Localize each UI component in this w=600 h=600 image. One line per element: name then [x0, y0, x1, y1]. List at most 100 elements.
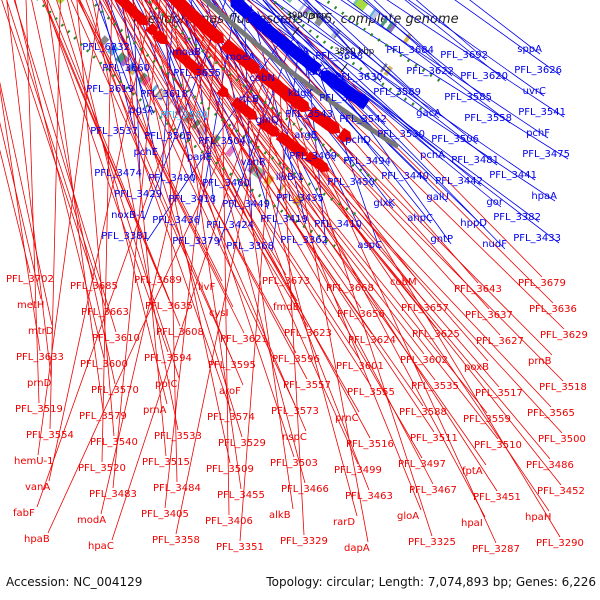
forward-gene-label: PFL_3474: [94, 168, 142, 179]
forward-gene-label: ahpC: [407, 213, 433, 224]
reverse-gene-label: PFL_3329: [280, 536, 328, 547]
reverse-gene-label: gloA: [397, 511, 419, 522]
forward-leader-line: [362, 0, 491, 103]
forward-gene-label: PFL_6232: [82, 42, 130, 53]
forward-gene-label: moaB: [172, 47, 201, 58]
forward-gene-label: PFL_3368: [226, 241, 274, 252]
forward-leader-line: [257, 11, 361, 230]
feature-block: [314, 14, 326, 27]
reverse-leader-line: [291, 105, 433, 537]
reverse-leader-line: [92, 0, 179, 431]
reverse-leader-line: [229, 0, 479, 284]
feature-block: [263, 174, 275, 187]
forward-gene-label: PFL_3684: [386, 45, 434, 56]
reverse-leader-line: [6, 0, 106, 307]
reverse-gene-label: PFL_3500: [538, 434, 586, 445]
reverse-gene-label: PFL_3588: [399, 407, 447, 418]
reverse-gene-label: PFL_3406: [205, 516, 253, 527]
reverse-leader-line: [48, 0, 154, 482]
forward-leader-line: [346, 0, 511, 124]
forward-leader-line: [143, 0, 227, 221]
reverse-leader-line: [101, 0, 113, 463]
feature-block: [115, 52, 127, 64]
reverse-gene-label: PFL_3579: [79, 411, 127, 422]
reverse-gene-label: PFL_3518: [539, 382, 587, 393]
feature-block: [403, 32, 413, 44]
reverse-gene-label: PFL_3452: [537, 486, 585, 497]
forward-leader-line: [262, 0, 444, 161]
forward-gene-label: PFL_3449: [222, 199, 270, 210]
forward-gene-arrow: [246, 11, 262, 27]
forward-gene-label: PFL_3419: [260, 214, 308, 225]
feature-block: [380, 16, 389, 27]
reverse-gene-label: PFL_3689: [134, 275, 182, 286]
reverse-gene-label: rarD: [333, 517, 355, 528]
reverse-leader-line: [36, 34, 206, 508]
forward-gene-label: pchD: [345, 135, 371, 146]
forward-gene-label: PFL_3410: [314, 219, 362, 230]
reverse-leader-line: [198, 28, 562, 486]
reverse-gene-label: PFL_3555: [347, 387, 395, 398]
reverse-leader-line: [100, 39, 211, 515]
forward-leader-line: [95, 0, 133, 95]
forward-gene-label: PFL_3418: [168, 194, 216, 205]
feature-block: [56, 0, 65, 5]
reverse-leader-line: [104, 0, 296, 406]
forward-leader-line: [120, 0, 157, 158]
forward-gene-label: glnQ: [256, 115, 279, 126]
dotted-guide-ring: [36, 0, 336, 248]
reverse-gene-label: fabF: [13, 508, 35, 519]
reverse-leader-line: [232, 58, 358, 517]
forward-gene-label: PFL_3530: [377, 129, 425, 140]
reverse-leader-line: [112, 0, 161, 489]
forward-gene-label: sppA: [517, 44, 542, 55]
forward-gene-label: PFL_3655: [173, 68, 221, 79]
reverse-gene-label: PFL_3656: [337, 309, 385, 320]
reverse-gene-label: PFL_3633: [16, 352, 64, 363]
forward-gene-label: PFL_3505: [144, 131, 192, 142]
kbp-tick: [340, 63, 348, 73]
topology-summary: Topology: circular; Length: 7,074,893 bp…: [265, 575, 596, 589]
forward-leader-line: [271, 0, 536, 181]
reverse-gene-label: PFL_3455: [217, 490, 265, 501]
reverse-gene-label: PFL_3520: [78, 463, 126, 474]
reverse-leader-line: [42, 0, 159, 275]
reverse-gene-label: PFL_3511: [410, 433, 458, 444]
reverse-gene-label: PFL_3602: [400, 355, 448, 366]
feature-block: [166, 97, 175, 108]
reverse-gene-label: PFL_3287: [472, 544, 520, 555]
reverse-gene-label: PFL_3503: [270, 458, 318, 469]
reverse-gene-label: livF: [198, 282, 215, 293]
forward-gene-label: gntP: [430, 234, 453, 245]
reverse-leader-line: [1, 0, 95, 281]
reverse-leader-line: [171, 3, 242, 490]
reverse-gene-label: PFL_3499: [334, 465, 382, 476]
reverse-gene-label: PFL_3625: [412, 329, 460, 340]
forward-gene-label: uvrC: [523, 86, 546, 97]
forward-leader-line: [214, 0, 274, 84]
forward-leader-line: [282, 0, 498, 166]
reverse-leader-line: [167, 0, 552, 408]
reverse-gene-arrow: [114, 0, 124, 3]
reverse-leader-line: [0, 81, 53, 326]
reverse-gene-label: cobM: [390, 277, 417, 288]
reverse-gene-arrow: [304, 151, 319, 165]
feature-block: [358, 0, 369, 12]
forward-gene-label: fabG: [305, 67, 329, 78]
reverse-leader-line: [239, 91, 275, 542]
reverse-leader-line: [0, 121, 42, 300]
reverse-gene-arrow: [145, 22, 159, 36]
reverse-leader-line: [14, 0, 105, 359]
reverse-leader-line: [76, 0, 115, 437]
reverse-gene-label: PFL_3484: [153, 483, 201, 494]
forward-leader-line: [264, 0, 386, 125]
reverse-gene-arrow: [114, 0, 131, 9]
feature-block: [284, 189, 293, 199]
forward-leader-line: [191, 0, 278, 126]
forward-leader-line: [304, 0, 440, 119]
reverse-gene-label: PFL_3325: [408, 537, 456, 548]
reverse-gene-label: PFL_3643: [454, 284, 502, 295]
reverse-leader-line: [176, 8, 306, 484]
forward-gene-label: cobN: [250, 73, 275, 84]
forward-leader-line: [278, 28, 540, 223]
